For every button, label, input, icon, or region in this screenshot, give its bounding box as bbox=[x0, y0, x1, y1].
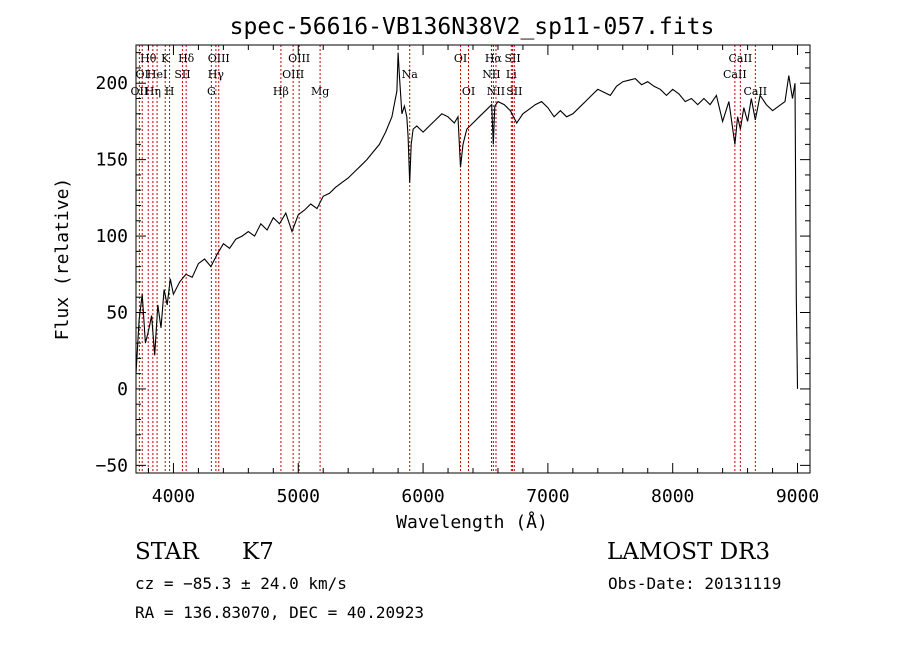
line-marker-label-19-0: NII bbox=[482, 68, 500, 81]
y-tick-label-2: 50 bbox=[106, 303, 128, 324]
object-class: STAR bbox=[135, 539, 199, 565]
line-marker-label-12-0: Hβ bbox=[273, 85, 289, 98]
sky-coordinates: RA = 136.83070, DEC = 40.20923 bbox=[135, 603, 424, 622]
x-tick-label-5: 9000 bbox=[776, 486, 819, 507]
line-marker-label-2-0: Hθ bbox=[140, 52, 157, 65]
line-marker-label-5-0: K bbox=[161, 52, 170, 65]
survey-name: LAMOST DR3 bbox=[607, 539, 771, 565]
x-tick-label-3: 7000 bbox=[526, 486, 569, 507]
line-marker-label-16-0: Na bbox=[402, 68, 419, 81]
line-marker-label-17-0: OI bbox=[454, 52, 467, 65]
line-marker-label-18-0: OI bbox=[462, 85, 475, 98]
line-marker-label-22-0: Li bbox=[506, 68, 517, 81]
y-tick-label-4: 150 bbox=[95, 150, 128, 171]
line-marker-label-0-0: OII bbox=[131, 85, 149, 98]
line-marker-label-8-0: Hδ bbox=[178, 52, 195, 65]
x-tick-label-0: 4000 bbox=[152, 486, 195, 507]
x-axis-ticks: 4000 5000 6000 7000 8000 9000 bbox=[147, 45, 819, 507]
x-tick-label-4: 8000 bbox=[651, 486, 694, 507]
line-marker-label-14-0: OIII bbox=[288, 52, 310, 65]
line-marker-label-21-0: NII bbox=[487, 85, 505, 98]
y-tick-label-0: −50 bbox=[95, 455, 128, 476]
y-tick-label-1: 0 bbox=[117, 379, 128, 400]
plot-frame bbox=[135, 44, 811, 474]
line-marker-label-25-0: CaII bbox=[723, 68, 747, 81]
y-tick-label-5: 200 bbox=[95, 73, 128, 94]
line-marker-label-27-0: CaII bbox=[743, 85, 767, 98]
line-marker-label-23-0: SII bbox=[504, 52, 520, 65]
x-tick-label-2: 6000 bbox=[401, 486, 444, 507]
line-marker-label-15-0: Mg bbox=[311, 85, 329, 98]
spectral-subclass: K7 bbox=[242, 539, 274, 565]
line-marker-labels: OII OI Hθ Hη HeI K H SII Hδ G Hγ OIII Hβ OIII OIII Mg Na… bbox=[131, 52, 768, 98]
line-marker-label-1-0: OI bbox=[136, 68, 149, 81]
observation-date: Obs-Date: 20131119 bbox=[608, 574, 782, 593]
line-marker-label-26-0: CaII bbox=[729, 52, 753, 65]
x-tick-label-1: 5000 bbox=[277, 486, 320, 507]
line-markers bbox=[138, 45, 756, 473]
line-marker-label-3-0: Hη bbox=[145, 85, 161, 98]
line-marker-label-24-0: SII bbox=[506, 85, 522, 98]
line-marker-label-7-0: SII bbox=[174, 68, 190, 81]
line-marker-label-6-0: H bbox=[165, 85, 175, 98]
line-marker-label-11-0: OIII bbox=[208, 52, 230, 65]
y-axis-label: Flux (relative) bbox=[52, 178, 73, 341]
line-marker-label-13-0: OIII bbox=[282, 68, 304, 81]
chart-title: spec-56616-VB136N38V2_sp11-057.fits bbox=[230, 14, 715, 40]
redshift-velocity: cz = −85.3 ± 24.0 km/s bbox=[135, 574, 347, 593]
y-tick-label-3: 100 bbox=[95, 226, 128, 247]
spectrum-line bbox=[135, 52, 799, 389]
y-axis-ticks: −50 0 50 100 150 200 bbox=[95, 52, 810, 476]
line-marker-label-4-0: HeI bbox=[147, 68, 167, 81]
line-marker-label-10-0: Hγ bbox=[208, 68, 225, 81]
line-marker-label-9-0: G bbox=[207, 85, 216, 98]
line-marker-label-20-0: Hα bbox=[485, 52, 503, 65]
x-axis-label: Wavelength (Å) bbox=[396, 511, 548, 533]
